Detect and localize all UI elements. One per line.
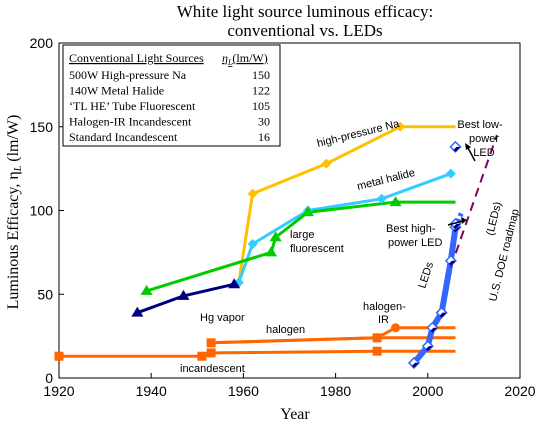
marker-high-pressure-na	[247, 188, 258, 199]
x-tick-label: 1960	[228, 383, 259, 399]
marker-high-pressure-na	[395, 121, 406, 132]
marker-halogen	[206, 338, 216, 348]
legend-row-value: 122	[252, 84, 270, 98]
legend-row-source: Standard Incandescent	[69, 130, 178, 144]
arrowhead-best-low	[465, 143, 471, 150]
arrowhead-best-high	[461, 217, 467, 224]
marker-metal-halide	[247, 239, 258, 249]
y-tick-label: 100	[30, 203, 54, 219]
label-leds: LEDs	[416, 260, 436, 290]
legend-row-value: 16	[258, 130, 270, 144]
marker-leds-shade	[430, 327, 438, 333]
marker-incandescent	[372, 346, 382, 356]
legend-header-source: Conventional Light Sources	[69, 51, 204, 65]
marker-large-fluorescent	[389, 196, 402, 207]
label-best-high-1: Best high-	[386, 223, 436, 235]
x-axis-title: Year	[280, 406, 310, 422]
legend-header-eta: ηL(lm/W)	[222, 51, 268, 67]
marker-large-fluorescent	[265, 246, 278, 257]
label-best-high-2: power LED	[388, 237, 442, 249]
marker-large-fluorescent	[301, 206, 314, 217]
legend-table: Conventional Light Sources ηL(lm/W) 500W…	[62, 44, 281, 147]
marker-leds-shade	[425, 346, 433, 352]
axis-titles: Year Luminous Efficacy, ηL (lm/W)	[5, 115, 310, 422]
y-tick-label: 50	[37, 286, 53, 302]
chart-title-group: White light source luminous efficacy: co…	[177, 2, 434, 40]
label-halogen: halogen	[266, 324, 305, 336]
x-tick-label: 2000	[412, 383, 443, 399]
legend-table-border	[62, 44, 281, 147]
marker-large-fluorescent	[140, 284, 153, 295]
marker-incandescent	[54, 351, 64, 361]
y-tick-label: 0	[45, 370, 53, 386]
label-best-low-3: LED	[473, 147, 494, 159]
marker-leds-shade	[439, 312, 447, 318]
marker-hg-vapor	[177, 289, 190, 300]
series-line-u-s-doe-roadmap-leds	[449, 134, 498, 268]
marker-hg-vapor	[131, 306, 144, 317]
y-tick-label: 150	[30, 119, 54, 135]
marker-leds-shade	[448, 260, 456, 266]
marker-large-fluorescent	[269, 231, 282, 242]
arrow-best-high	[447, 220, 464, 226]
marker-halogen-ir	[391, 323, 401, 333]
marker-leds-shade	[411, 362, 419, 368]
marker-best-high-power-led-shade	[453, 223, 461, 229]
legend-row-value: 105	[252, 99, 270, 113]
marker-halogen	[372, 333, 382, 343]
legend-row-source: 140W Metal Halide	[69, 84, 164, 98]
marker-best-low-power-led-shade	[453, 146, 461, 152]
label-halogen-ir-2: IR	[378, 314, 389, 326]
label-large-fluorescent-1: large	[290, 229, 314, 241]
y-tick-label: 200	[30, 35, 54, 51]
pointer-arrows	[447, 143, 476, 226]
chart-subtitle: conventional vs. LEDs	[227, 21, 382, 40]
label-doe-2: (LEDs)	[484, 201, 504, 237]
x-tick-label: 1940	[136, 383, 167, 399]
marker-incandescent	[206, 348, 216, 358]
marker-metal-halide	[445, 168, 456, 179]
label-halogen-ir-1: halogen-	[363, 301, 406, 313]
legend-row-value: 150	[252, 68, 270, 82]
x-tick-label: 2020	[504, 383, 535, 399]
legend-row-source: Halogen-IR Incandescent	[69, 115, 192, 129]
label-best-low-1: Best low-	[457, 119, 503, 131]
label-incandescent: incandescent	[180, 363, 245, 375]
legend-row-source: ‘TL HE’ Tube Fluorescent	[69, 99, 196, 113]
x-tick-label: 1920	[43, 383, 74, 399]
marker-metal-halide	[376, 193, 387, 204]
label-best-low-2: power	[469, 133, 499, 145]
markers-layer	[54, 121, 462, 369]
label-large-fluorescent-2: fluorescent	[290, 243, 344, 255]
series-line-large-fluorescent	[146, 200, 456, 293]
marker-high-pressure-na	[321, 158, 332, 169]
axes: 1920 1940 1960 1980 2000 2020 0 50 100 150 200	[30, 35, 536, 399]
y-axis-title: Luminous Efficacy, ηL (lm/W)	[5, 115, 24, 310]
legend-row-source: 500W High-pressure Na	[69, 68, 187, 82]
legend-row-value: 30	[258, 115, 270, 129]
marker-incandescent	[197, 351, 207, 361]
x-tick-label: 1980	[320, 383, 351, 399]
annotations: high-pressure Na metal halide large fluo…	[180, 118, 522, 375]
legend-rows: 500W High-pressure Na 150 140W Metal Halid…	[69, 68, 270, 144]
chart-title: White light source luminous efficacy:	[177, 2, 434, 21]
label-hg-vapor: Hg vapor	[200, 312, 245, 324]
marker-hg-vapor	[228, 278, 241, 289]
series-line-incandescent	[59, 349, 456, 358]
series-line-halogen	[211, 336, 456, 345]
